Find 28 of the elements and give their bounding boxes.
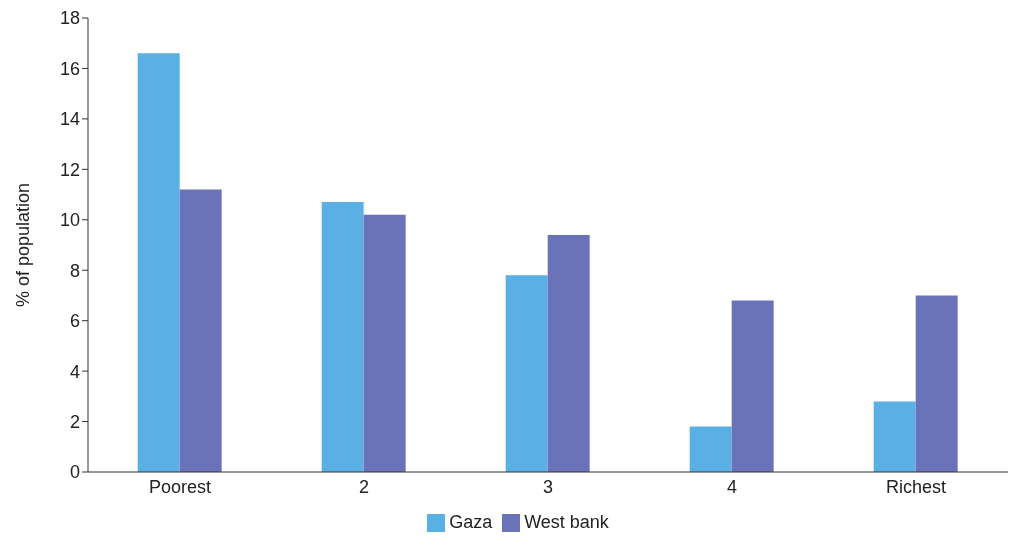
y-tick-label: 18 — [59, 8, 80, 29]
bar — [915, 295, 958, 472]
x-tick-label: 4 — [726, 476, 738, 497]
bar — [873, 401, 916, 472]
y-tick-label: 16 — [59, 58, 80, 79]
bar — [731, 300, 774, 472]
y-tick-label: 10 — [59, 210, 80, 231]
y-tick-label: 4 — [69, 361, 80, 382]
bar — [363, 214, 406, 472]
y-tick-label: 0 — [69, 462, 80, 483]
bar — [689, 426, 732, 472]
legend-label: West bank — [524, 512, 609, 532]
x-tick-label: Richest — [885, 476, 947, 497]
legend-label: Gaza — [449, 512, 493, 532]
y-axis-title: % of population — [13, 182, 34, 308]
y-tick-label: 2 — [69, 411, 80, 432]
x-tick-label: 2 — [358, 476, 370, 497]
bar — [505, 275, 548, 472]
bar — [137, 53, 180, 472]
bar — [179, 189, 222, 472]
y-tick-label: 14 — [59, 109, 80, 130]
bar — [547, 234, 590, 472]
x-tick-label: 3 — [542, 476, 554, 497]
y-tick-label: 12 — [59, 159, 80, 180]
y-tick-label: 8 — [69, 260, 80, 281]
bar — [321, 202, 364, 472]
x-tick-label: Poorest — [148, 476, 212, 497]
y-tick-label: 6 — [69, 311, 80, 332]
